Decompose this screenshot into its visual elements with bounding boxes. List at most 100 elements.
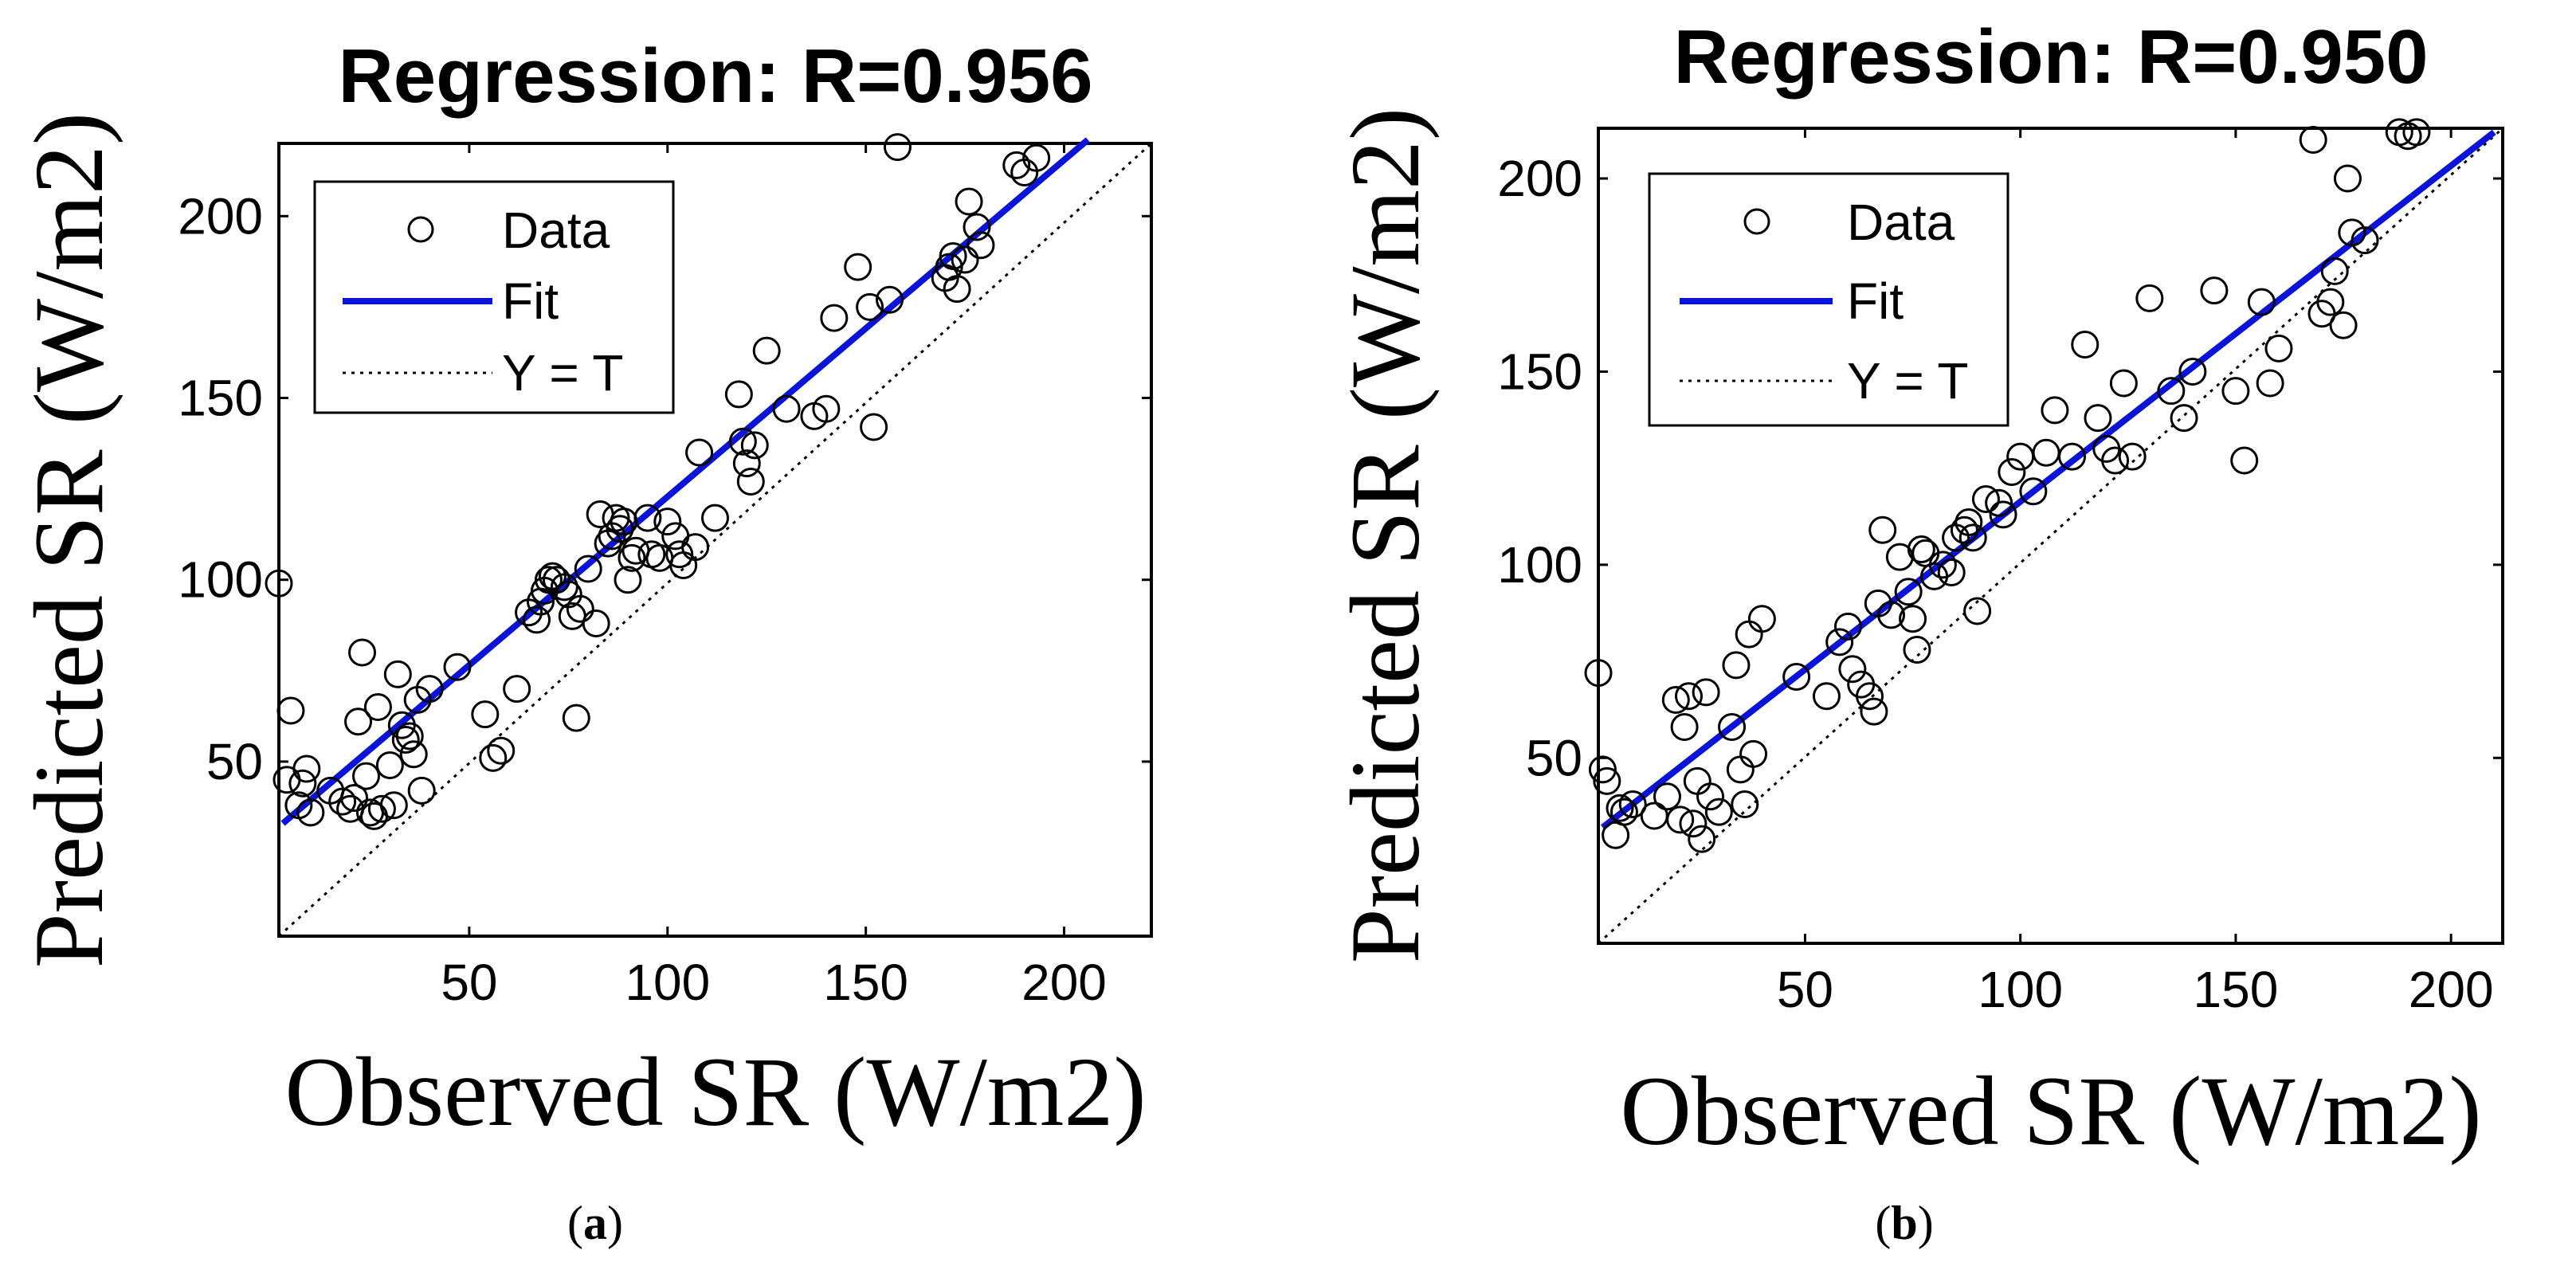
legend-box-a (313, 180, 675, 414)
data-point-b-54 (1998, 458, 2026, 487)
data-point-a-17 (367, 794, 396, 823)
data-point-b-0 (1584, 659, 1613, 688)
data-point-b-78 (2316, 288, 2345, 316)
data-point-b-2 (1593, 766, 1621, 795)
legend-a: Data Fit Y = T (313, 180, 675, 414)
panel-b-regression-chart: Regression: R=0.950 50 100 150 200 50 100 150… (1331, 14, 2504, 1249)
data-point-a-2 (276, 696, 305, 725)
data-point-b-72 (2230, 446, 2259, 475)
data-point-b-53 (1989, 500, 2017, 529)
data-point-b-1 (1588, 755, 1617, 784)
data-point-a-86 (955, 187, 983, 216)
y-ticks-a: 50 100 150 200 (178, 187, 1151, 790)
caption-a: (a) (567, 1197, 623, 1249)
data-point-b-52 (1985, 488, 2013, 517)
data-point-a-67 (728, 427, 757, 456)
data-point-b-59 (2058, 442, 2087, 471)
legend-identity-label-b: Y = T (1847, 352, 1968, 410)
data-point-b-64 (2109, 369, 2138, 398)
data-point-a-78 (860, 413, 888, 441)
data-point-a-87 (963, 213, 991, 241)
data-point-b-71 (2221, 377, 2250, 406)
data-point-a-31 (487, 736, 516, 765)
data-point-b-20 (1722, 651, 1751, 680)
data-point-a-28 (443, 653, 472, 681)
data-point-a-43 (562, 704, 590, 732)
data-point-b-61 (2084, 404, 2112, 433)
data-point-a-68 (732, 449, 761, 478)
identity-line-b (1597, 127, 2504, 945)
data-point-a-80 (883, 133, 912, 162)
data-point-b-50 (1963, 597, 1992, 625)
x-ticks-b: 50 100 150 200 (1777, 128, 2494, 1018)
x-tick-label-b-0: 50 (1777, 961, 1833, 1018)
legend-data-label-b: Data (1847, 194, 1955, 251)
data-point-b-33 (1860, 697, 1888, 726)
chart-title-b: Regression: R=0.950 (1673, 14, 2428, 100)
y-axis-label-b: Predicted SR (W/m2) (1331, 108, 1440, 963)
data-point-a-89 (1002, 151, 1031, 179)
data-point-a-22 (391, 726, 420, 754)
data-point-b-32 (1856, 682, 1884, 711)
data-point-a-76 (844, 253, 872, 281)
data-point-a-4 (288, 769, 317, 798)
data-point-b-29 (1833, 612, 1862, 641)
legend-identity-label-a: Y = T (502, 344, 623, 402)
y-axis-label-a: Predicted SR (W/m2) (14, 112, 124, 968)
data-point-b-60 (2071, 331, 2100, 359)
data-point-b-8 (1653, 782, 1681, 811)
data-point-b-69 (2178, 357, 2207, 386)
data-point-a-54 (618, 543, 646, 572)
data-point-b-11 (1670, 712, 1699, 741)
data-point-b-73 (2247, 288, 2276, 316)
data-point-a-65 (701, 504, 729, 532)
y-tick-label-b-3: 200 (1497, 150, 1582, 207)
data-point-a-72 (772, 394, 801, 423)
legend-fit-label-a: Fit (502, 272, 559, 330)
data-point-a-74 (812, 394, 841, 423)
data-point-a-46 (582, 609, 610, 637)
data-point-a-8 (328, 787, 357, 816)
panel-a-regression-chart: Regression: R=0.956 50 100 150 200 50 100 150… (14, 33, 1153, 1249)
data-point-a-18 (375, 751, 404, 779)
data-point-b-6 (1618, 790, 1647, 818)
data-point-b-15 (1688, 825, 1716, 853)
data-points-a (265, 133, 1051, 830)
data-point-a-84 (943, 275, 971, 304)
data-point-b-74 (2256, 369, 2284, 398)
data-point-a-51 (606, 515, 634, 543)
data-point-a-34 (523, 606, 551, 634)
data-point-b-4 (1606, 794, 1634, 822)
data-point-a-79 (876, 285, 904, 314)
data-point-a-12 (348, 638, 377, 667)
legend-data-marker-b (1743, 208, 1770, 235)
y-tick-label-b-0: 50 (1526, 729, 1582, 786)
data-point-b-24 (1739, 739, 1768, 768)
data-point-a-61 (665, 540, 694, 569)
data-point-b-28 (1825, 628, 1854, 656)
legend-fit-label-b: Fit (1847, 272, 1904, 330)
x-axis-label-b: Observed SR (W/m2) (1620, 1056, 2481, 1166)
data-point-a-69 (736, 467, 765, 496)
data-point-a-20 (383, 660, 412, 688)
data-point-b-45 (1937, 558, 1966, 587)
data-point-a-59 (653, 508, 682, 536)
data-point-b-58 (2041, 396, 2069, 425)
identity-line-a (277, 142, 1153, 938)
data-point-b-80 (2329, 311, 2358, 339)
data-point-b-25 (1747, 605, 1776, 633)
data-point-b-76 (2299, 126, 2327, 155)
data-point-a-37 (534, 566, 563, 594)
data-point-a-30 (479, 743, 508, 772)
data-point-a-91 (1022, 143, 1051, 172)
data-point-b-17 (1696, 782, 1725, 811)
data-point-b-22 (1731, 790, 1759, 818)
caption-letter-a: a (583, 1197, 607, 1249)
data-point-a-19 (379, 791, 408, 820)
caption-b: (b) (1875, 1197, 1933, 1249)
data-point-a-85 (951, 245, 979, 274)
y-tick-label-a-0: 50 (206, 733, 263, 790)
data-point-a-63 (681, 533, 710, 562)
data-point-b-12 (1675, 682, 1703, 711)
data-point-b-9 (1661, 686, 1690, 715)
